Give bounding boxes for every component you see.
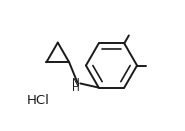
Text: H: H <box>72 83 80 93</box>
Text: N: N <box>72 78 80 88</box>
Text: HCl: HCl <box>27 94 50 107</box>
